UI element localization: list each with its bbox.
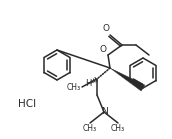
Polygon shape (110, 68, 145, 91)
Text: O: O (102, 24, 109, 33)
Text: O: O (99, 45, 106, 54)
Text: CH₃: CH₃ (111, 124, 125, 133)
Text: N: N (101, 106, 107, 116)
Text: CH₃: CH₃ (67, 83, 81, 91)
Text: H: H (85, 80, 91, 89)
Text: HCl: HCl (18, 99, 36, 109)
Text: CH₃: CH₃ (83, 124, 97, 133)
